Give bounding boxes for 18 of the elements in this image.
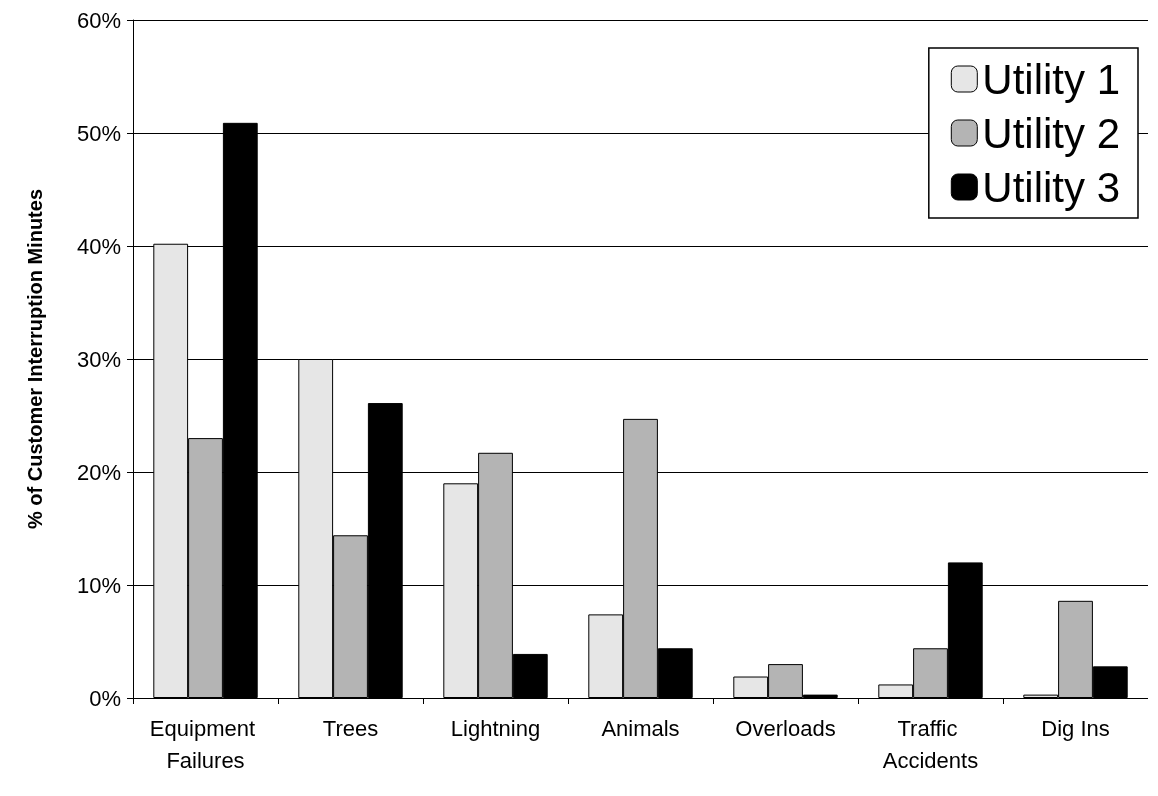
legend-label: Utility 3 [982,163,1121,211]
legend-label: Utility 2 [982,109,1121,157]
x-tick-label: Lightning [450,715,541,741]
x-tick-label: Dig Ins [1041,715,1110,741]
y-tick-label: 30% [76,346,121,372]
y-tick-label: 0% [89,685,121,711]
x-tick-label: Traffic Accidents [882,715,979,773]
y-tick-label: 20% [76,459,121,485]
y-tick-label: 60% [76,7,121,33]
legend-label: Utility 1 [982,55,1121,103]
x-tick-label: Animals [601,715,680,741]
y-tick-label: 10% [76,572,121,598]
y-axis-title: % of Customer Interruption Minutes [24,189,46,529]
x-tick-label: Trees [322,715,379,741]
x-tick-label: Equipment Failures [149,715,262,773]
y-tick-label: 50% [76,120,121,146]
y-tick-label: 40% [76,233,121,259]
x-tick-label: Overloads [735,715,836,741]
